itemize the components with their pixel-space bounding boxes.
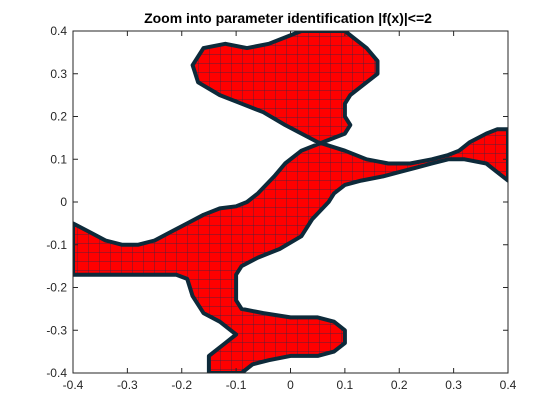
y-tick-label: -0.1	[46, 238, 67, 252]
y-axis: -0.4 -0.3 -0.2 -0.1 0 0.1 0.2 0.3 0.4	[46, 24, 508, 380]
y-tick-label: -0.2	[46, 281, 67, 295]
y-tick-label: -0.4	[46, 366, 67, 380]
y-tick-label: 0.4	[50, 24, 67, 38]
x-tick-label: -0.2	[171, 378, 192, 392]
x-tick-label: 0.1	[337, 378, 354, 392]
x-tick-label: -0.3	[117, 378, 138, 392]
x-tick-label: 0.3	[445, 378, 462, 392]
x-axis: -0.4 -0.3 -0.2 -0.1 0 0.1 0.2 0.3 0.4	[63, 31, 517, 392]
x-tick-label: -0.1	[226, 378, 247, 392]
y-tick-label: 0.2	[50, 110, 67, 124]
x-tick-label: -0.4	[63, 378, 84, 392]
y-tick-label: 0	[60, 195, 67, 209]
x-tick-label: 0.2	[391, 378, 408, 392]
region-fill	[73, 31, 508, 373]
plot-area	[73, 31, 508, 373]
x-tick-label: 0	[287, 378, 294, 392]
y-tick-label: -0.3	[46, 323, 67, 337]
x-tick-label: 0.4	[500, 378, 517, 392]
y-tick-label: 0.1	[50, 152, 67, 166]
y-tick-label: 0.3	[50, 67, 67, 81]
region-boundary	[73, 31, 508, 373]
chart-title: Zoom into parameter identification |f(x)…	[144, 10, 432, 26]
